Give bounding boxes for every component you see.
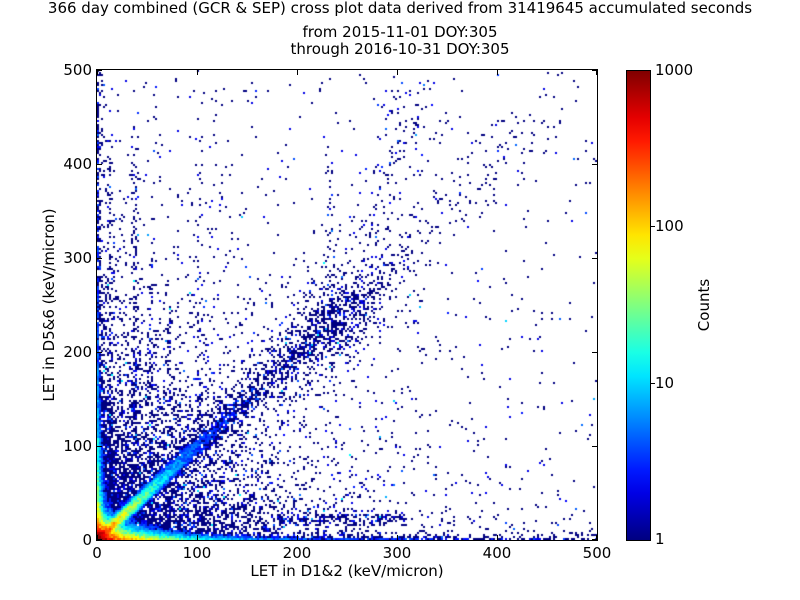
x-tick-mark-top [197, 70, 198, 75]
chart-subtitle-through: through 2016-10-31 DOY:305 [290, 40, 510, 58]
y-tick-mark-right [592, 70, 597, 71]
y-tick-label-300: 300 [63, 249, 92, 267]
x-tick-mark [397, 535, 398, 540]
x-tick-mark [497, 535, 498, 540]
y-tick-label-500: 500 [63, 61, 92, 79]
colorbar-tick-label-100: 100 [655, 217, 684, 236]
y-tick-mark [97, 352, 102, 353]
x-tick-mark [97, 535, 98, 540]
x-tick-mark-top [497, 70, 498, 75]
colorbar-gradient [627, 71, 650, 540]
y-tick-mark [97, 164, 102, 165]
x-tick-mark [596, 535, 597, 540]
y-tick-mark-right [592, 539, 597, 540]
x-tick-mark [297, 535, 298, 540]
x-tick-mark-top [397, 70, 398, 75]
colorbar-tick-label-10: 10 [655, 373, 675, 392]
x-tick-mark [197, 535, 198, 540]
colorbar-tick-label-1000: 1000 [655, 61, 694, 79]
plot-area [96, 69, 598, 541]
x-tick-label-500: 500 [582, 544, 612, 562]
y-axis-label: LET in D5&6 (keV/micron) [40, 208, 58, 402]
y-tick-mark [97, 539, 102, 540]
y-tick-mark [97, 258, 102, 259]
y-tick-mark-right [592, 164, 597, 165]
x-axis-label: LET in D1&2 (keV/micron) [250, 562, 444, 580]
x-tick-label-100: 100 [182, 544, 212, 562]
y-tick-mark [97, 446, 102, 447]
y-tick-mark-right [592, 352, 597, 353]
y-tick-mark-right [592, 258, 597, 259]
colorbar-tick-mark-10 [650, 382, 655, 384]
y-tick-mark-right [592, 446, 597, 447]
x-tick-label-200: 200 [282, 544, 312, 562]
y-tick-label-100: 100 [63, 437, 92, 455]
x-tick-mark-top [596, 70, 597, 75]
colorbar-tick-label-1: 1 [655, 530, 665, 548]
x-tick-label-300: 300 [382, 544, 412, 562]
y-tick-label-200: 200 [63, 343, 92, 361]
y-tick-label-0: 0 [82, 531, 92, 549]
y-tick-label-400: 400 [63, 155, 92, 173]
colorbar-tick-mark-100 [650, 226, 655, 228]
colorbar-title: Counts [695, 278, 713, 332]
x-tick-label-400: 400 [482, 544, 512, 562]
chart-title: 366 day combined (GCR & SEP) cross plot … [47, 0, 753, 17]
chart-subtitle-from: from 2015-11-01 DOY:305 [302, 23, 498, 41]
x-tick-mark-top [97, 70, 98, 75]
scatter-canvas [97, 70, 597, 540]
colorbar [626, 70, 651, 541]
x-tick-mark-top [297, 70, 298, 75]
y-tick-mark [97, 70, 102, 71]
x-tick-label-0: 0 [92, 544, 102, 562]
